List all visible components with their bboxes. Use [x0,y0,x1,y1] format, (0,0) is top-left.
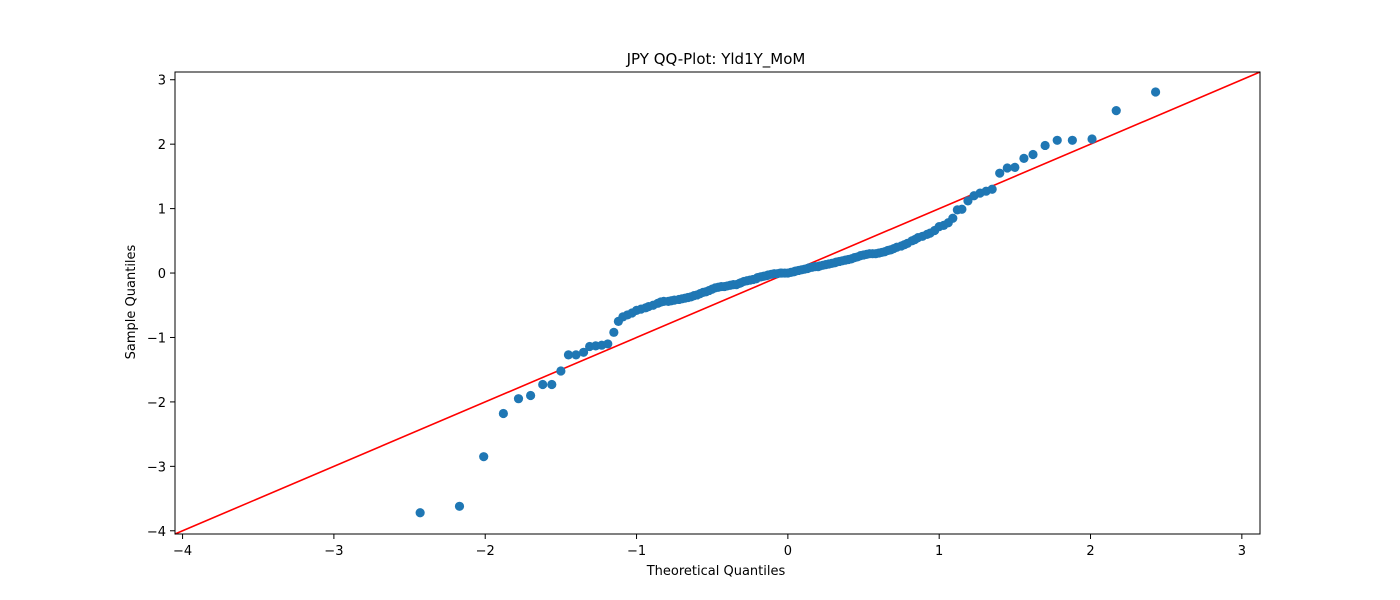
data-point [1010,162,1020,172]
data-point [454,501,465,511]
data-point [1040,140,1050,151]
x-tick-label: 1 [935,544,943,559]
x-tick-label: −2 [476,544,495,559]
y-tick-label: −1 [147,331,166,346]
y-tick-label: 1 [158,203,166,218]
y-axis: −4 −3 −2 −1 0 1 2 3 [147,74,175,540]
data-point [1028,149,1038,160]
data-point [1002,163,1012,173]
data-point [513,394,524,404]
data-point [1150,87,1161,97]
data-point [415,508,425,518]
reference-line-group [174,71,1261,535]
data-point [948,213,958,223]
y-tick-label: 2 [158,138,166,153]
data-point [995,168,1005,178]
x-axis-label: Theoretical Quantiles [646,564,786,579]
data-point [1067,135,1077,145]
y-tick-label: −2 [147,396,166,411]
data-point [547,379,557,390]
y-tick-label: −3 [147,460,166,475]
data-point [963,196,973,206]
data-point [1052,135,1062,145]
data-point [563,350,574,360]
y-tick-label: −4 [147,525,166,540]
data-point [957,204,967,214]
chart-title: JPY QQ-Plot: Yld1Y_MoM [626,50,806,69]
x-tick-label: −4 [173,544,192,559]
x-tick-label: 2 [1086,544,1094,559]
x-tick-label: 3 [1238,544,1246,559]
x-axis: −4 −3 −2 −1 0 1 2 3 [173,534,1246,559]
data-point [609,327,619,337]
reference-line [174,71,1261,535]
data-point [498,408,508,419]
data-point [479,452,489,462]
y-tick-label: 0 [158,267,166,282]
x-tick-label: 0 [784,544,792,559]
data-point [603,339,613,349]
data-point [578,347,589,357]
plot-frame [174,71,1261,535]
data-point [1087,134,1097,144]
data-point [571,350,581,360]
data-point [526,390,536,401]
data-point [1019,153,1029,163]
data-point [538,379,548,390]
data-point [556,366,566,376]
x-tick-label: −1 [627,544,646,559]
y-axis-label: Sample Quantiles [124,244,139,359]
x-tick-label: −3 [324,544,343,559]
data-point [987,184,997,194]
data-point [1111,106,1121,116]
data-points [415,87,1161,518]
y-tick-label: 3 [158,74,166,89]
